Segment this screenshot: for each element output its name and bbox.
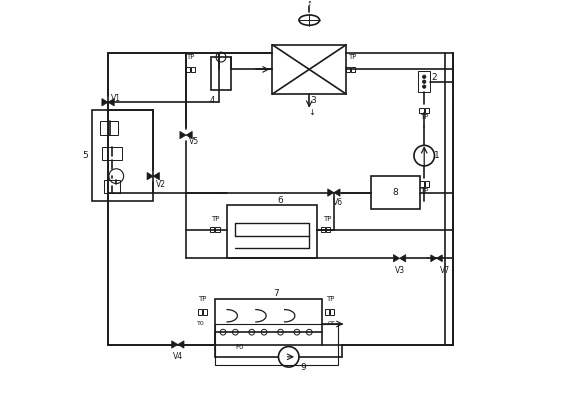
Bar xyxy=(321,227,325,232)
Bar xyxy=(203,309,207,315)
Bar xyxy=(91,110,153,201)
Text: F0: F0 xyxy=(235,344,243,349)
Bar xyxy=(425,107,429,113)
Polygon shape xyxy=(153,173,159,180)
Polygon shape xyxy=(431,255,436,262)
Text: 4: 4 xyxy=(210,96,215,105)
Text: V7: V7 xyxy=(440,266,450,275)
Text: 3: 3 xyxy=(310,96,316,105)
Bar xyxy=(346,66,350,72)
Text: 9: 9 xyxy=(300,363,306,371)
Bar xyxy=(420,107,424,113)
Text: TP: TP xyxy=(324,216,332,222)
Circle shape xyxy=(422,80,426,83)
Text: TP: TP xyxy=(210,216,219,222)
Circle shape xyxy=(422,75,426,78)
Text: TP: TP xyxy=(420,188,429,193)
Text: 1: 1 xyxy=(434,151,439,160)
Polygon shape xyxy=(178,341,184,348)
Circle shape xyxy=(422,85,426,88)
Bar xyxy=(272,45,346,94)
Text: ↑: ↑ xyxy=(306,1,312,7)
Bar xyxy=(100,121,118,135)
Bar xyxy=(215,227,219,232)
Bar xyxy=(425,181,429,187)
Bar xyxy=(104,180,121,193)
Bar xyxy=(102,147,122,160)
Bar xyxy=(210,227,214,232)
Text: 7: 7 xyxy=(274,289,279,298)
Polygon shape xyxy=(393,254,399,262)
Text: T0: T0 xyxy=(196,322,204,327)
Text: V3: V3 xyxy=(394,266,404,275)
Polygon shape xyxy=(186,132,192,139)
Text: 0T: 0T xyxy=(328,322,335,327)
Bar xyxy=(330,309,334,315)
Bar xyxy=(191,66,195,72)
Bar xyxy=(227,205,318,258)
Text: TP: TP xyxy=(325,296,334,303)
Polygon shape xyxy=(399,254,406,262)
Bar xyxy=(418,71,430,92)
Bar xyxy=(420,181,424,187)
Polygon shape xyxy=(334,189,340,196)
Text: 2: 2 xyxy=(431,73,437,82)
Bar xyxy=(351,66,355,72)
Bar xyxy=(211,57,231,90)
Polygon shape xyxy=(172,341,178,348)
Text: TP: TP xyxy=(348,54,357,60)
Polygon shape xyxy=(328,189,334,196)
Polygon shape xyxy=(147,173,153,180)
Text: ↓: ↓ xyxy=(308,108,315,117)
Text: V2: V2 xyxy=(157,180,167,189)
Text: TP: TP xyxy=(420,114,429,120)
Text: V1: V1 xyxy=(111,94,121,103)
Bar xyxy=(186,66,190,72)
Polygon shape xyxy=(436,255,442,262)
Text: 8: 8 xyxy=(393,188,398,197)
Text: TP: TP xyxy=(198,296,206,303)
Bar xyxy=(327,227,330,232)
Polygon shape xyxy=(102,98,108,106)
Text: 5: 5 xyxy=(82,151,88,160)
Bar xyxy=(215,299,321,332)
Text: V4: V4 xyxy=(173,352,183,361)
Text: V5: V5 xyxy=(189,137,199,146)
Bar xyxy=(215,324,338,365)
Bar xyxy=(325,309,329,315)
Bar xyxy=(371,176,420,209)
Text: 6: 6 xyxy=(278,196,283,205)
Bar xyxy=(198,309,202,315)
Polygon shape xyxy=(108,98,114,106)
Text: TP: TP xyxy=(186,54,194,60)
Polygon shape xyxy=(180,132,186,139)
Text: V6: V6 xyxy=(333,198,343,208)
